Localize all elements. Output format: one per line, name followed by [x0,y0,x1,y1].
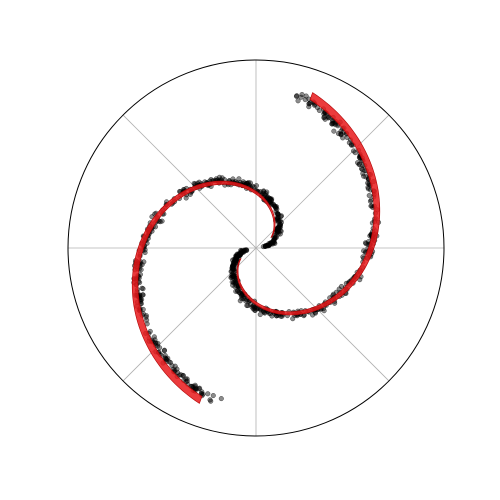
scatter-point [310,312,316,318]
scatter-point [316,107,322,113]
angular-gridline [255,247,390,382]
scatter-point [271,203,277,209]
scatter-point [326,114,332,120]
scatter-point [275,211,281,217]
scatter-point [270,237,277,243]
scatter-point [257,312,263,318]
scatter-point [268,198,275,204]
scatter-point [157,345,163,351]
scatter-point [155,340,161,346]
spiral-fit-bands [131,92,381,404]
scatter-point [229,279,235,285]
polar-grid [68,60,444,436]
scatter-point [172,363,178,369]
scatter-point [233,283,239,289]
scatter-point [232,256,238,262]
scatter-point [306,104,312,110]
scatter-point [143,314,149,320]
scatter-point [253,183,260,189]
scatter-point [314,105,321,111]
scatter-point [264,243,270,249]
scatter-point [350,148,357,154]
scatter-point [331,128,337,134]
scatter-point [208,398,214,404]
scatter-point [229,273,235,279]
scatter-point [142,249,148,256]
scatter-point [235,251,241,257]
scatter-point [138,267,144,273]
scatter-point [299,91,305,98]
scatter-point [197,385,203,391]
spiral-arm-band [131,180,276,404]
scatter-point [321,308,327,314]
scatter-point [176,372,183,378]
scatter-point [237,298,243,304]
scatter-point [276,225,283,231]
scatter-point [236,176,242,182]
scatter-point [290,316,296,322]
scatter-point [338,128,344,134]
scatter-point [262,310,268,316]
scatter-point [278,219,284,225]
scatter-point [366,192,372,199]
spiral-arm-band [236,92,381,316]
scatter-point [174,366,180,372]
scatter-point [151,334,157,340]
scatter-point [159,218,165,224]
scatter-point [360,170,366,177]
scatter-point [302,97,308,103]
scatter-point [336,286,342,292]
scatter-point [293,93,300,99]
polar-frame [67,59,445,437]
scatter-point [242,247,248,253]
scatter-point [161,347,168,353]
scatter-point [200,391,206,397]
scatter-point [295,98,301,104]
scatter-point [218,396,224,402]
scatter-point [321,115,327,121]
scatter-point [348,142,355,148]
scatter-point [365,184,371,190]
scatter-point [254,306,260,312]
scatter-point [183,379,189,385]
scatter-point [274,230,280,236]
scatter-point [140,286,146,292]
scatter-point [264,189,270,195]
scatter-point [233,260,239,266]
scatter-point [230,274,236,280]
scatter-point [183,376,189,382]
scatter-point [362,240,369,246]
scatter-point [229,265,235,271]
scatter-point [210,393,216,399]
scatter-point [234,288,241,294]
scatter-point [368,197,374,203]
angular-gridline [122,114,257,249]
scatter-point [306,101,312,107]
scatter-point [243,298,249,304]
scatter-point [276,219,282,225]
scatter-point [329,118,336,124]
scatter-point [205,391,211,397]
